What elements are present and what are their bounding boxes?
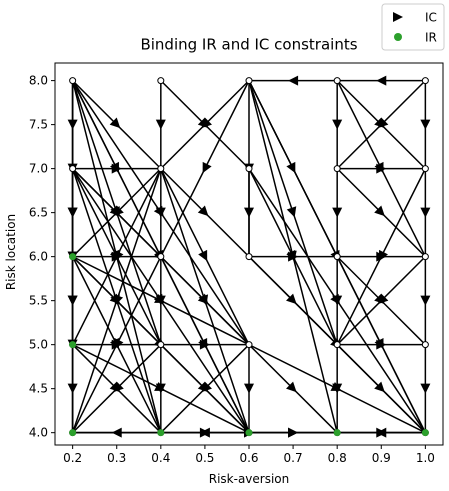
ic-arrow-marker: [113, 205, 124, 217]
ic-arrow-marker: [376, 251, 387, 262]
ic-arrow-marker: [332, 295, 343, 306]
ticks-layer: 0.2 0.3 0.4 0.5 0.6 0.7 0.8 0.9 1.0 4.0 4.5 5.0 5.5 6…: [29, 74, 435, 465]
ic-arrow-marker: [420, 295, 431, 306]
node-marker: [245, 165, 253, 173]
node-marker: [245, 77, 253, 85]
node-marker: [69, 77, 77, 85]
node-marker: [421, 341, 429, 349]
ic-arrow-marker: [155, 207, 166, 218]
x-tick-label: 0.6: [239, 451, 258, 465]
y-tick-label: 5.0: [29, 338, 48, 352]
y-tick-label: 4.5: [29, 382, 48, 396]
legend: IC IR: [381, 3, 445, 51]
ic-arrow-marker: [420, 383, 431, 394]
node-marker: [157, 341, 165, 349]
x-tick-label: 0.3: [107, 451, 126, 465]
ic-arrow-marker: [197, 205, 209, 217]
y-tick-label: 7.0: [29, 162, 48, 176]
ic-arrow-marker: [202, 161, 212, 174]
node-marker: [333, 165, 341, 173]
ic-arrow-marker: [286, 381, 297, 393]
y-tick-label: 7.5: [29, 118, 48, 132]
ir-point: [157, 429, 165, 437]
ic-arrow-marker: [111, 251, 122, 262]
ic-arrow-marker: [286, 206, 297, 218]
x-axis-title: Risk-aversion: [209, 472, 290, 486]
ic-arrow-marker: [376, 163, 387, 174]
ic-arrow-marker: [332, 119, 343, 130]
ic-arrow-marker: [377, 293, 389, 305]
node-marker: [333, 341, 341, 349]
ic-arrow-marker: [244, 383, 254, 394]
y-axis-title: Risk location: [4, 214, 18, 290]
y-tick-label: 4.0: [29, 426, 48, 440]
ic-arrow-marker: [109, 117, 121, 129]
ic-arrow-marker: [111, 339, 122, 350]
legend-ic-marker: [393, 12, 403, 22]
node-marker: [245, 341, 253, 349]
x-tick-label: 0.5: [195, 451, 214, 465]
node-marker: [421, 165, 429, 173]
ic-arrow-marker: [199, 339, 210, 350]
legend-ic-label: IC: [425, 11, 437, 25]
ic-arrow-marker: [201, 381, 212, 393]
ic-arrow-marker: [67, 383, 78, 394]
ic-arrow-marker: [201, 117, 212, 129]
ic-arrow-marker: [332, 383, 343, 394]
ir-point: [421, 429, 429, 437]
ic-edges-layer: [67, 75, 431, 438]
x-tick-label: 1.0: [416, 451, 435, 465]
ic-arrow-marker: [198, 249, 208, 262]
y-tick-label: 6.5: [29, 206, 48, 220]
ic-arrow-marker: [376, 75, 387, 86]
ic-arrow-marker: [244, 207, 254, 218]
ic-arrow-marker: [377, 117, 389, 129]
ic-arrow-marker: [155, 119, 166, 130]
ir-point: [69, 341, 77, 349]
ir-point: [69, 429, 77, 437]
x-tick-label: 0.7: [284, 451, 303, 465]
legend-ir-marker: [394, 33, 402, 41]
ic-arrow-marker: [420, 119, 431, 130]
ic-arrow-marker: [197, 293, 209, 305]
node-marker: [157, 253, 165, 261]
ir-point: [69, 253, 77, 261]
x-tick-label: 0.8: [328, 451, 347, 465]
y-tick-label: 6.0: [29, 250, 48, 264]
chart-title: Binding IR and IC constraints: [140, 36, 357, 54]
node-marker: [421, 253, 429, 261]
x-tick-label: 0.4: [151, 451, 170, 465]
x-tick-label: 0.9: [372, 451, 391, 465]
ic-arrow-marker: [111, 163, 122, 174]
x-tick-label: 0.2: [63, 451, 82, 465]
ic-arrow-marker: [155, 383, 166, 394]
node-marker: [333, 77, 341, 85]
nodes-layer: [69, 77, 429, 437]
ic-arrow-marker: [376, 339, 387, 350]
node-marker: [69, 165, 77, 173]
node-marker: [421, 77, 429, 85]
ic-arrow-marker: [374, 205, 385, 217]
node-marker: [157, 165, 165, 173]
node-marker: [157, 77, 165, 85]
node-marker: [245, 253, 253, 261]
ic-arrow-marker: [374, 381, 385, 393]
ic-arrow-marker: [155, 295, 166, 306]
legend-ir-label: IR: [425, 31, 437, 45]
ir-point: [245, 429, 253, 437]
ic-arrow-marker: [288, 251, 299, 262]
ic-arrow-marker: [288, 75, 299, 86]
ic-arrow-marker: [113, 381, 124, 393]
ic-arrow-marker: [420, 207, 431, 218]
ir-point: [333, 429, 341, 437]
node-marker: [333, 253, 341, 261]
ic-arrow-marker: [332, 207, 343, 218]
y-tick-label: 8.0: [29, 74, 48, 88]
y-tick-label: 5.5: [29, 294, 48, 308]
